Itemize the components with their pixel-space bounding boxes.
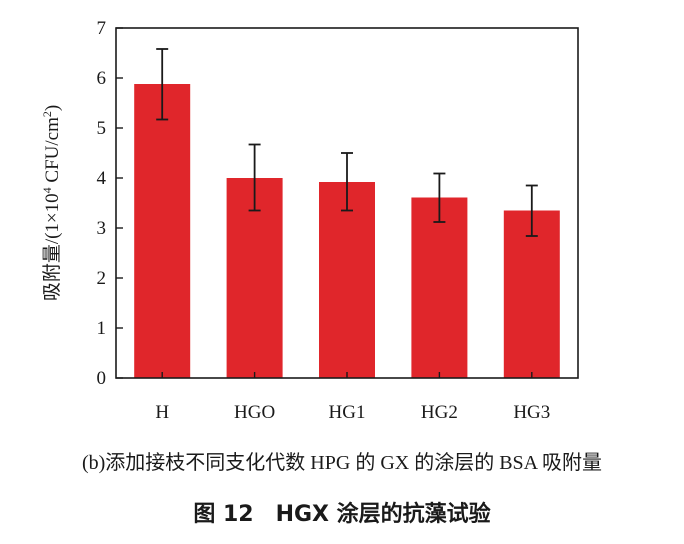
bar-hg2 bbox=[411, 197, 468, 378]
bar-h bbox=[134, 84, 191, 378]
y-tick-label: 1 bbox=[97, 318, 107, 339]
error-bar-hg1 bbox=[341, 152, 353, 212]
x-tick-label: HG2 bbox=[421, 402, 458, 420]
figure-subcaption: (b)添加接枝不同支化代数 HPG 的 GX 的涂层的 BSA 吸附量 bbox=[81, 452, 603, 474]
error-bars-group bbox=[156, 48, 538, 237]
error-bar-hg3 bbox=[525, 184, 538, 237]
bars-group bbox=[134, 84, 560, 378]
figure-caption: 图 12 HGX 涂层的抗藻试验 bbox=[193, 502, 491, 527]
y-tick-label: 4 bbox=[97, 168, 107, 189]
y-axis-label: 吸附量/(1×104 CFU/cm2) bbox=[40, 105, 63, 301]
bar-chart: 0 1 2 3 4 5 6 7 H HGO HG1 HG2 HG3 吸附量/(1×104 CFU/cm… bbox=[40, 18, 579, 420]
x-axis: H HGO HG1 HG2 HG3 bbox=[155, 372, 550, 420]
error-bar-h bbox=[156, 48, 169, 121]
y-tick-label: 7 bbox=[97, 18, 107, 39]
y-axis: 0 1 2 3 4 5 6 7 bbox=[97, 18, 123, 389]
bar-hg3 bbox=[503, 210, 560, 378]
y-tick-label: 0 bbox=[97, 368, 107, 389]
x-tick-label: HG3 bbox=[513, 402, 550, 420]
y-tick-label: 3 bbox=[97, 218, 107, 239]
y-tick-label: 5 bbox=[97, 118, 107, 139]
x-tick-label: HG1 bbox=[329, 402, 366, 420]
error-bar-hgo bbox=[248, 143, 261, 212]
bar-hg1 bbox=[319, 182, 375, 378]
x-tick-label: H bbox=[155, 402, 169, 420]
y-tick-label: 2 bbox=[97, 268, 107, 289]
error-bar-hg2 bbox=[433, 172, 446, 223]
x-tick-label: HGO bbox=[234, 402, 275, 420]
y-tick-label: 6 bbox=[97, 68, 107, 89]
